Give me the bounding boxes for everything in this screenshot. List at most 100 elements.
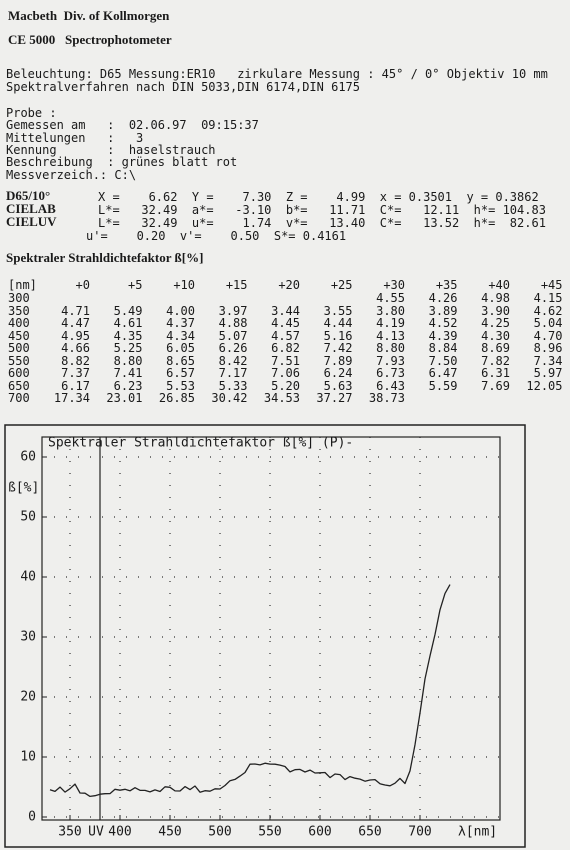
table-cell: 5.63 bbox=[323, 378, 353, 393]
table-cell: 6.57 bbox=[166, 366, 195, 380]
condition-line: Beleuchtung: D65 Messung:ER10 zirkulare … bbox=[6, 67, 548, 81]
table-cell: 4.37 bbox=[166, 316, 195, 330]
table-cell: 3.89 bbox=[428, 303, 458, 318]
table-cell: 5.59 bbox=[428, 378, 458, 393]
table-cell: 7.50 bbox=[428, 353, 458, 368]
y-tick-label: 50 bbox=[20, 510, 36, 525]
table-cell: 4.88 bbox=[218, 316, 248, 330]
table-cell: 30.42 bbox=[211, 391, 248, 405]
y-tick-label: 20 bbox=[20, 690, 36, 705]
table-cell: 8.69 bbox=[481, 341, 510, 355]
table-cell: 5.49 bbox=[113, 303, 143, 318]
table-cell: 4.66 bbox=[61, 341, 90, 355]
y-tick-label: 40 bbox=[20, 570, 36, 585]
y-tick-label: 0 bbox=[28, 810, 36, 825]
table-cell: 5.53 bbox=[166, 378, 195, 393]
x-tick-label: 450 bbox=[158, 825, 181, 840]
table-cell: 4.19 bbox=[376, 316, 405, 330]
table-cell: 7.89 bbox=[323, 353, 353, 368]
row-label: 600 bbox=[8, 366, 30, 380]
row-label: 500 bbox=[8, 341, 30, 355]
colorimetry-label: CIELAB bbox=[6, 201, 56, 216]
table-cell: 4.34 bbox=[166, 328, 195, 343]
table-cell: 8.82 bbox=[61, 353, 90, 368]
row-label: 300 bbox=[8, 291, 30, 305]
y-axis-label: ß[%] bbox=[8, 481, 39, 496]
table-cell: 5.16 bbox=[323, 328, 353, 343]
table-cell: 6.73 bbox=[376, 366, 405, 380]
table-cell: 4.00 bbox=[166, 303, 195, 318]
table-header: +45 bbox=[540, 278, 563, 292]
table-cell: 4.39 bbox=[428, 328, 458, 343]
probe-line: Mittelungen : 3 bbox=[6, 130, 144, 145]
table-cell: 4.95 bbox=[61, 328, 90, 343]
table-cell: 8.96 bbox=[533, 341, 563, 355]
table-cell: 8.80 bbox=[376, 341, 405, 355]
table-cell: 7.82 bbox=[481, 353, 510, 368]
x-tick-label: 700 bbox=[408, 825, 431, 840]
table-cell: 5.97 bbox=[533, 366, 563, 380]
table-cell: 6.23 bbox=[113, 378, 143, 393]
table-cell: 7.42 bbox=[323, 341, 353, 355]
table-cell: 8.84 bbox=[428, 341, 458, 355]
x-tick-label: 650 bbox=[358, 825, 381, 840]
table-header: +20 bbox=[278, 278, 300, 292]
chart-frame bbox=[4, 424, 526, 848]
colorimetry-label: CIELUV bbox=[6, 214, 57, 229]
table-cell: 12.05 bbox=[526, 378, 563, 393]
table-cell: 17.34 bbox=[53, 391, 90, 405]
table-cell: 4.26 bbox=[428, 291, 458, 305]
table-cell: 4.45 bbox=[271, 316, 300, 330]
table-cell: 6.24 bbox=[323, 366, 353, 380]
device: CE 5000 Spectrophotometer bbox=[8, 32, 172, 47]
row-label: 400 bbox=[8, 316, 30, 330]
row-label: 550 bbox=[8, 353, 30, 368]
table-cell: 3.97 bbox=[218, 303, 248, 318]
table-cell: 3.44 bbox=[271, 303, 300, 318]
probe-line: Gemessen am : 02.06.97 09:15:37 bbox=[6, 118, 259, 133]
colorimetry-values: L*= 32.49 a*= -3.10 b*= 11.71 C*= 12.11 … bbox=[98, 203, 546, 217]
table-cell: 6.26 bbox=[218, 341, 248, 355]
row-label: 450 bbox=[8, 328, 30, 343]
y-tick-label: 10 bbox=[20, 750, 36, 765]
plot-frame bbox=[41, 436, 501, 821]
table-cell: 7.69 bbox=[481, 378, 510, 393]
table-cell: 5.04 bbox=[533, 316, 563, 330]
table-cell: 3.90 bbox=[481, 303, 510, 318]
probe-line: Beschreibung : grünes blatt rot bbox=[6, 155, 238, 170]
condition-line: Spektralverfahren nach DIN 5033,DIN 6174… bbox=[6, 80, 361, 94]
table-cell: 4.55 bbox=[376, 291, 405, 305]
row-label: 350 bbox=[8, 303, 30, 318]
colorimetry-values: X = 6.62 Y = 7.30 Z = 4.99 x = 0.3501 y … bbox=[98, 190, 539, 204]
table-cell: 4.25 bbox=[481, 316, 510, 330]
table-cell: 8.42 bbox=[218, 353, 248, 368]
x-tick-label: 550 bbox=[258, 825, 281, 840]
table-cell: 4.47 bbox=[61, 316, 90, 330]
table-cell: 38.73 bbox=[368, 391, 405, 405]
table-header: +15 bbox=[225, 278, 248, 292]
table-cell: 4.13 bbox=[376, 328, 405, 343]
table-cell: 26.85 bbox=[158, 391, 195, 405]
table-cell: 7.06 bbox=[271, 366, 300, 380]
x-tick-label: 350 bbox=[58, 825, 81, 840]
table-cell: 8.65 bbox=[166, 353, 195, 368]
table-cell: 7.41 bbox=[113, 366, 143, 380]
table-cell: 8.80 bbox=[113, 353, 143, 368]
table-cell: 6.82 bbox=[271, 341, 300, 355]
spectrum-line bbox=[49, 584, 451, 798]
table-cell: 5.25 bbox=[113, 341, 143, 355]
table-cell: 4.15 bbox=[533, 291, 563, 305]
table-cell: 7.37 bbox=[61, 366, 90, 380]
table-cell: 4.62 bbox=[533, 303, 563, 318]
table-cell: 3.55 bbox=[323, 303, 353, 318]
table-cell: 4.70 bbox=[533, 328, 563, 343]
table-header: [nm] bbox=[8, 278, 37, 292]
colorimetry-label: D65/10° bbox=[6, 188, 51, 203]
table-cell: 5.33 bbox=[218, 378, 248, 393]
y-tick-label: 60 bbox=[20, 450, 36, 465]
table-header: +30 bbox=[383, 278, 405, 292]
table-cell: 7.34 bbox=[533, 353, 563, 368]
colorimetry-values: L*= 32.49 u*= 1.74 v*= 13.40 C*= 13.52 h… bbox=[98, 216, 546, 230]
